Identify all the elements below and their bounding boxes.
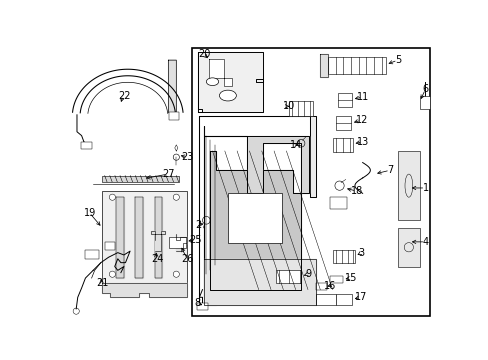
Text: 26: 26 [182, 254, 194, 264]
Circle shape [173, 194, 179, 200]
Ellipse shape [219, 90, 236, 101]
Bar [168, 112, 179, 120]
Bar [316, 283, 326, 289]
Ellipse shape [206, 78, 218, 86]
Polygon shape [151, 231, 164, 251]
Polygon shape [203, 259, 316, 305]
Text: 12: 12 [355, 115, 367, 125]
Text: 9: 9 [305, 269, 310, 279]
Bar [104, 242, 115, 249]
Polygon shape [168, 60, 176, 116]
Polygon shape [135, 197, 143, 278]
Text: 17: 17 [354, 292, 366, 302]
Bar [397, 151, 419, 220]
Bar [191, 48, 429, 316]
Text: 10: 10 [283, 101, 295, 111]
Text: 13: 13 [357, 137, 369, 147]
Bar [168, 237, 185, 248]
Bar [81, 142, 91, 149]
Bar [316, 294, 335, 305]
Text: 5: 5 [394, 55, 401, 65]
Text: 20: 20 [198, 49, 210, 59]
Bar [336, 294, 351, 305]
Text: 7: 7 [386, 165, 393, 175]
Circle shape [109, 271, 115, 277]
Circle shape [109, 194, 115, 200]
Text: 15: 15 [344, 273, 357, 283]
Bar [289, 101, 312, 116]
Polygon shape [320, 54, 327, 77]
Polygon shape [199, 116, 316, 308]
Bar [329, 276, 342, 283]
Text: 22: 22 [118, 91, 130, 100]
Bar [333, 138, 352, 152]
Bar [276, 270, 301, 283]
Text: 8: 8 [194, 298, 201, 309]
Text: 18: 18 [350, 186, 363, 196]
Text: 25: 25 [189, 235, 202, 244]
Bar [227, 193, 281, 243]
Text: 2: 2 [194, 220, 201, 230]
Bar [197, 303, 207, 310]
Text: 19: 19 [84, 208, 96, 217]
Bar [337, 93, 351, 107]
Text: 11: 11 [357, 92, 369, 102]
Polygon shape [210, 151, 301, 289]
Polygon shape [116, 197, 123, 278]
Text: 1: 1 [422, 183, 428, 193]
Text: 24: 24 [151, 254, 163, 264]
Bar [419, 95, 429, 109]
Polygon shape [198, 53, 262, 112]
Text: 6: 6 [422, 84, 428, 94]
Bar [102, 176, 179, 182]
Text: 23: 23 [182, 152, 194, 162]
Bar [324, 57, 385, 74]
Text: 3: 3 [358, 248, 364, 258]
Bar [333, 249, 354, 264]
Text: 21: 21 [96, 278, 108, 288]
Circle shape [173, 271, 179, 277]
Bar [397, 228, 419, 266]
Bar [85, 249, 99, 259]
Bar [102, 191, 187, 283]
Polygon shape [176, 234, 187, 251]
Text: 27: 27 [162, 169, 175, 179]
Polygon shape [154, 197, 162, 278]
Polygon shape [208, 59, 231, 86]
Text: 14: 14 [290, 140, 302, 150]
Text: 16: 16 [324, 281, 336, 291]
Polygon shape [102, 283, 187, 297]
Bar [335, 116, 350, 130]
Text: 4: 4 [422, 237, 428, 247]
Polygon shape [203, 126, 308, 305]
Bar [329, 197, 346, 209]
